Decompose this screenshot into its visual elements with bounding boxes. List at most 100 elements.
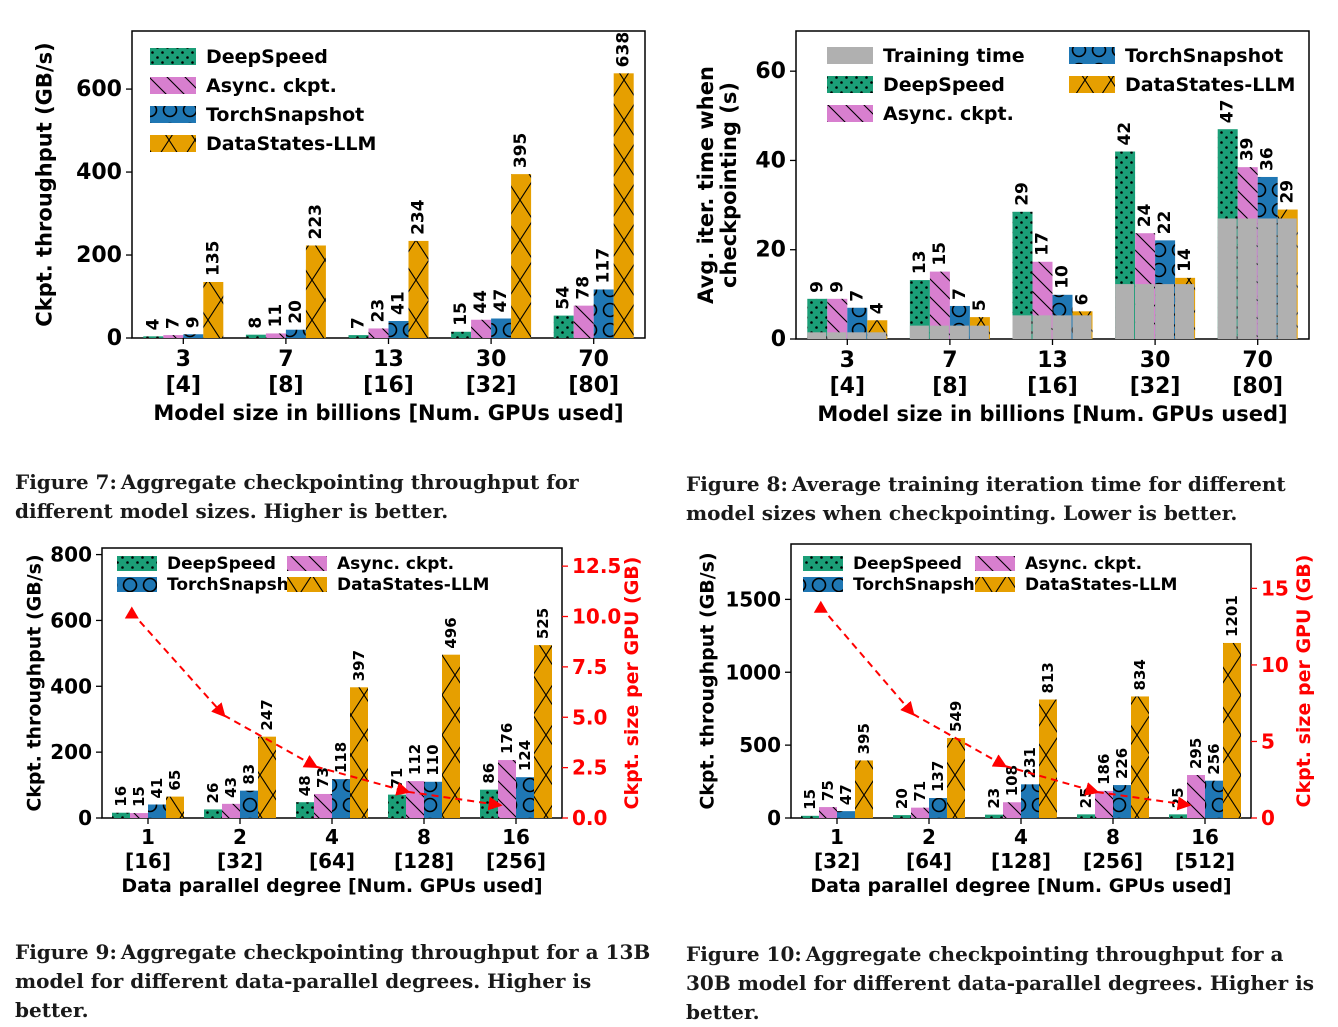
data-label: 39: [1238, 137, 1258, 161]
data-label: 15: [801, 789, 819, 810]
bar-training-time: [1175, 284, 1195, 339]
y-right-tick-label: 0: [1261, 806, 1275, 830]
bar-training-time: [1217, 218, 1237, 339]
x-tick-label: 30: [1140, 348, 1171, 373]
y-right-tick-label: 10: [1261, 653, 1289, 677]
data-label-text: 112: [406, 744, 424, 775]
y-right-axis-label: Ckpt. size per GPU (GB): [621, 557, 643, 810]
data-label: 395: [511, 133, 531, 169]
y-axis-label: Ckpt. throughput (GB/s): [697, 552, 719, 809]
data-label-text: 22: [1155, 211, 1175, 235]
data-label-text: 834: [1131, 659, 1149, 690]
x-tick-label: [256]: [486, 849, 546, 873]
legend-label-torchsnapshot: TorchSnapshot: [853, 575, 995, 595]
bar-training-time: [1277, 218, 1297, 339]
bar-datastates: [855, 760, 873, 818]
legend-swatch-torchsnapshot: [803, 577, 843, 592]
data-label: 20: [286, 300, 306, 324]
bar-deepspeed: [801, 815, 819, 818]
y-right-tick-label: 0.0: [572, 806, 607, 830]
data-label-text: 71: [388, 768, 406, 789]
data-label: 231: [1021, 747, 1039, 778]
data-label: 397: [350, 650, 368, 681]
legend: DeepSpeed Async. ckpt. TorchSnapshot DataSt…: [150, 46, 376, 155]
legend-swatch-datastates: [975, 577, 1015, 592]
x-tick-label: [512]: [1175, 849, 1235, 873]
x-axis-label: Model size in billions [Num. GPUs used]: [153, 401, 623, 425]
ckpt-size-line: [131, 611, 226, 718]
bar-async: [471, 319, 492, 338]
bar-datastates: [534, 645, 552, 818]
legend-swatch-async: [150, 77, 196, 94]
data-label-text: 395: [511, 133, 531, 169]
bar-async: [911, 807, 929, 818]
bar-deepspeed: [1077, 814, 1095, 818]
bar-deepspeed: [1012, 211, 1033, 339]
bar-datastates: [305, 245, 326, 338]
chart-fig10: 0 500 1000 1500 Ckpt. throughput (GB/s) 1[32]…: [697, 543, 1315, 897]
data-label-text: 83: [240, 764, 258, 785]
data-label: 223: [306, 204, 326, 240]
legend-swatch-deepspeed: [150, 48, 196, 65]
y-right-tick-label: 5.0: [572, 705, 607, 729]
bar-async: [130, 813, 148, 818]
bar-datastates: [408, 240, 429, 338]
y-tick-label: 200: [50, 740, 92, 764]
bar-training-time: [807, 332, 827, 339]
y-right-axis-label-text: Ckpt. size per GPU (GB): [621, 557, 643, 810]
bar-training-time: [909, 325, 929, 339]
y-tick-label: 400: [50, 674, 92, 698]
legend-label-datastates: DataStates-LLM: [1025, 575, 1177, 595]
legend-label-deepspeed: DeepSpeed: [883, 74, 1005, 96]
bar-torchsnapshot: [183, 334, 204, 338]
ckpt-size-point: [813, 600, 828, 613]
data-label: 9: [807, 281, 827, 293]
y-right-tick-label: 7.5: [572, 655, 607, 679]
data-label-text: 135: [203, 240, 223, 276]
x-tick-label: 16: [502, 825, 530, 849]
bar-datastates: [166, 796, 184, 818]
data-label-text: 44: [471, 290, 491, 314]
bar-deepspeed: [893, 815, 911, 818]
data-label: 15: [130, 786, 148, 807]
data-label-text: 7: [950, 288, 970, 300]
data-label-text: 7: [163, 317, 183, 329]
data-label-text: 117: [594, 248, 614, 284]
legend-swatch-datastates: [1069, 76, 1115, 93]
data-label: 6: [1073, 293, 1093, 305]
bar-async: [406, 781, 424, 818]
y-axis-label-line: Ckpt. throughput (GB/s): [32, 42, 56, 326]
data-label-text: 48: [296, 775, 314, 796]
x-tick-label: [16]: [125, 849, 171, 873]
data-label-text: 47: [491, 289, 511, 313]
bar-datastates: [1223, 642, 1241, 818]
bar-torchsnapshot: [837, 811, 855, 818]
data-label-text: 8: [246, 317, 266, 329]
bar-training-time: [1115, 284, 1135, 339]
data-label: 78: [574, 276, 594, 300]
data-label: 71: [388, 768, 406, 789]
legend-swatch-datastates: [150, 135, 196, 152]
data-label: 14: [1175, 248, 1195, 272]
data-label: 65: [166, 770, 184, 791]
bar-torchsnapshot: [1021, 784, 1039, 818]
y-tick-label: 1500: [725, 587, 781, 611]
x-tick-label: 1: [830, 825, 844, 849]
data-label-text: 397: [350, 650, 368, 681]
y-axis-label: Avg. iter. time when checkpointing (s): [694, 66, 741, 304]
data-label: 395: [855, 723, 873, 754]
ckpt-size-line: [315, 765, 411, 796]
legend-label-deepspeed: DeepSpeed: [167, 554, 276, 574]
figure-7: 0 200 400 600 Ckpt. throughput (GB/s) 3 [4] 4 7 9…: [0, 0, 669, 440]
data-label: 226: [1113, 748, 1131, 779]
x-tick-label: [32]: [217, 849, 263, 873]
bar-torchsnapshot: [847, 307, 868, 339]
data-label: 42: [1115, 122, 1135, 146]
bar-deepspeed: [296, 802, 314, 818]
data-label: 124: [516, 740, 534, 771]
x-tick-label: [128]: [991, 849, 1051, 873]
caption-fig7: Figure 7: Aggregate checkpointing through…: [15, 470, 579, 523]
y-tick-label: 0: [107, 326, 122, 351]
data-label: 10: [1053, 265, 1073, 289]
